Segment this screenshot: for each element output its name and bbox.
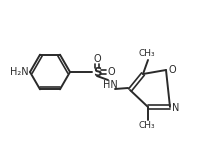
Text: CH₃: CH₃ [138, 49, 155, 58]
Text: N: N [171, 103, 179, 113]
Text: S: S [92, 66, 101, 78]
Text: O: O [107, 67, 114, 77]
Text: HN: HN [102, 80, 117, 90]
Text: CH₃: CH₃ [138, 122, 155, 130]
Text: H₂N: H₂N [10, 67, 29, 77]
Text: O: O [167, 65, 175, 75]
Text: O: O [93, 54, 100, 64]
